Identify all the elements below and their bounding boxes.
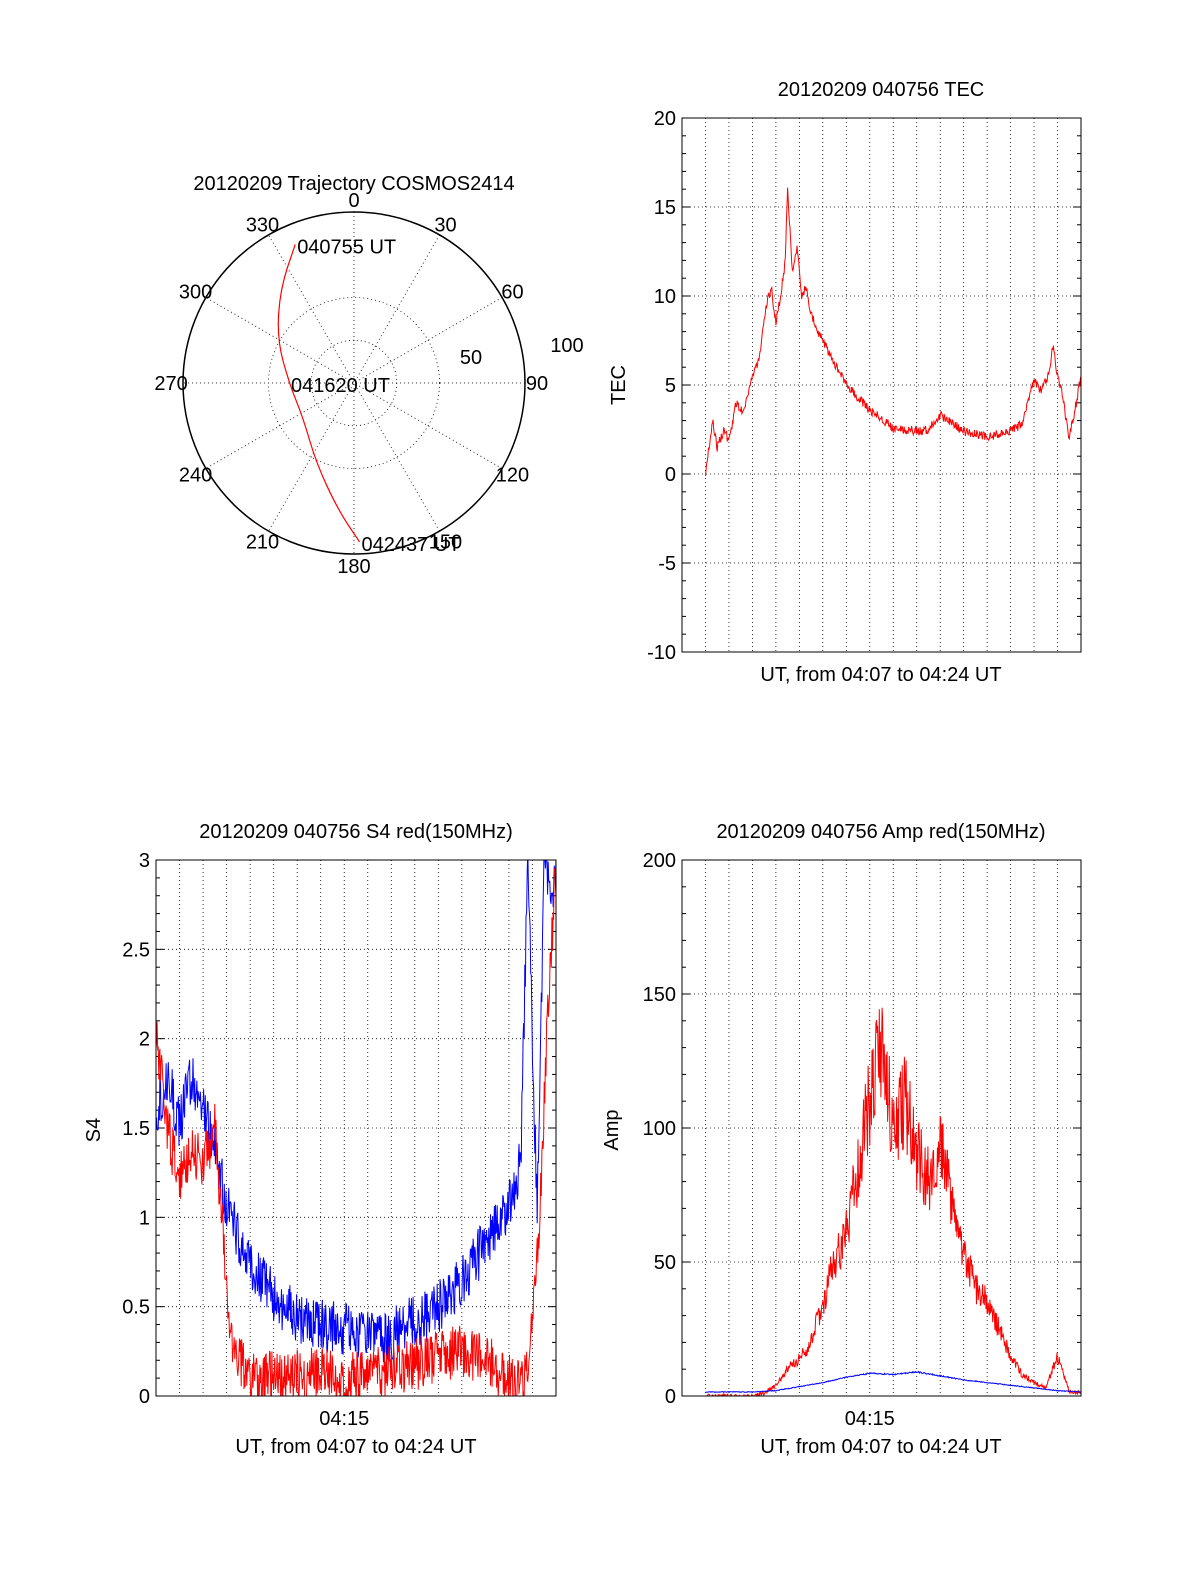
series-group [705, 1007, 1081, 1396]
s4-plot: 20120209 040756 S4 red(150MHz) 0 0.5 1 1.5 2… [83, 821, 557, 1458]
polar-azimuth-label: 90 [526, 373, 548, 395]
y-tick-label: 0 [665, 464, 676, 486]
y-tick-label: 0.5 [122, 1297, 150, 1319]
y-tick-label: 150 [643, 984, 676, 1006]
polar-spoke-120 [205, 297, 503, 469]
y-tick-label: 3 [139, 850, 150, 872]
y-tick-label: 1.5 [122, 1118, 150, 1140]
tec-xlabel: UT, from 04:07 to 04:24 UT [760, 664, 1001, 686]
series-line-0 [706, 1007, 1081, 1396]
amp-ylabel: Amp [601, 1109, 623, 1150]
y-tick-label: 20 [654, 108, 676, 130]
series-line-1 [156, 860, 556, 1396]
polar-radial-label: 100 [550, 335, 583, 357]
polar-azimuth-label: 270 [154, 373, 187, 395]
tec-plot-area: -10 -5 0 5 10 15 20 [647, 108, 1082, 664]
s4-plot-area: 0 0.5 1 1.5 2 2.5 3 04:15 [122, 850, 557, 1430]
polar-azimuth-label: 30 [434, 215, 456, 237]
y-tick-label: 0 [665, 1386, 676, 1408]
s4-title: 20120209 040756 S4 red(150MHz) [199, 821, 513, 843]
s4-ylabel: S4 [83, 1118, 105, 1142]
amp-xlabel: UT, from 04:07 to 04:24 UT [760, 1436, 1001, 1458]
x-tick-label: 04:15 [319, 1408, 369, 1430]
series-line-0 [705, 187, 1081, 477]
y-tick-label: 50 [654, 1252, 676, 1274]
polar-spoke-150 [268, 234, 440, 532]
polar-azimuth-label: 240 [179, 464, 212, 486]
y-tick-label: 200 [643, 850, 676, 872]
polar-radial-label: 50 [460, 347, 482, 369]
y-tick-label: -10 [647, 642, 676, 664]
polar-trajectory-series [277, 244, 361, 543]
tec-title: 20120209 040756 TEC [778, 79, 984, 101]
polar-azimuth-label: 210 [246, 531, 279, 553]
polar-azimuth-label: 120 [496, 464, 529, 486]
plot-frame [155, 859, 557, 1397]
polar-title: 20120209 Trajectory COSMOS2414 [193, 173, 514, 195]
polar-azimuth-label: 0 [348, 190, 359, 212]
polar-azimuth-label: 180 [337, 556, 370, 578]
plot-frame [681, 117, 1082, 653]
tec-plot: 20120209 040756 TEC -10 -5 0 5 10 15 20 UT, fr… [608, 79, 1082, 686]
polar-azimuth-labels: 0 30 60 90 120 150 180 210 240 270 300 330 50 100 [154, 190, 583, 578]
y-tick-label: -5 [658, 553, 676, 575]
amp-title: 20120209 040756 Amp red(150MHz) [716, 821, 1045, 843]
polar-azimuth-label: 150 [429, 531, 462, 553]
y-tick-label: 5 [665, 375, 676, 397]
polar-time-annotations: 040755 UT 041620 UT 042437 UT [291, 236, 460, 555]
polar-time-annotation: 042437 UT [362, 534, 461, 556]
polar-azimuth-label: 330 [246, 215, 279, 237]
y-tick-label: 15 [654, 197, 676, 219]
x-tick-label: 04:15 [845, 1408, 895, 1430]
y-tick-label: 0 [139, 1386, 150, 1408]
amp-plot: 20120209 040756 Amp red(150MHz) 0 50 100 15… [601, 821, 1082, 1458]
plot-frame [681, 859, 1082, 1397]
y-tick-label: 100 [643, 1118, 676, 1140]
s4-xlabel: UT, from 04:07 to 04:24 UT [235, 1436, 476, 1458]
polar-grid [182, 211, 526, 555]
series-group [156, 860, 556, 1396]
polar-outer-ring [182, 211, 526, 555]
y-tick-label: 1 [139, 1207, 150, 1229]
polar-time-annotation: 040755 UT [297, 236, 396, 258]
series-line-1 [705, 1370, 1081, 1394]
polar-spoke-60 [205, 297, 503, 469]
polar-azimuth-label: 60 [501, 282, 523, 304]
polar-spoke-30 [268, 234, 440, 532]
amp-plot-area: 0 50 100 150 200 04:15 [643, 850, 1082, 1430]
trajectory-polar-plot: 20120209 Trajectory COSMOS2414 0 30 60 90 12… [154, 173, 583, 578]
y-tick-label: 2 [139, 1029, 150, 1051]
tec-ylabel: TEC [608, 365, 630, 405]
polar-time-annotation: 041620 UT [291, 375, 390, 397]
polar-trajectory-line [277, 244, 361, 543]
polar-azimuth-label: 300 [179, 282, 212, 304]
series-group [705, 187, 1081, 477]
y-tick-label: 10 [654, 286, 676, 308]
series-line-0 [156, 860, 556, 1363]
y-tick-label: 2.5 [122, 939, 150, 961]
